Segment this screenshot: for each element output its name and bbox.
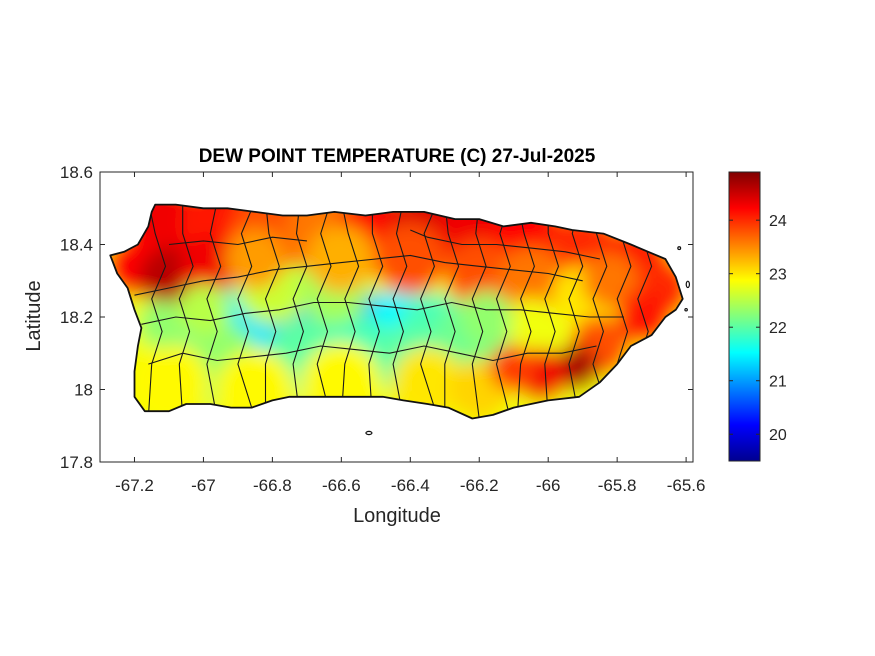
field-cell bbox=[177, 283, 230, 336]
colorbar: 20 21 22 23 24 bbox=[728, 171, 787, 462]
y-axis: 17.8 18 18.2 18.4 18.6 bbox=[60, 163, 693, 472]
y-tick-label: 18.4 bbox=[60, 236, 93, 255]
field-cell bbox=[307, 225, 376, 293]
municipality-boundary bbox=[292, 204, 308, 419]
colorbar-tick-label: 20 bbox=[769, 427, 787, 444]
x-tick-label: -66.8 bbox=[253, 476, 292, 495]
municipality-boundary bbox=[134, 254, 583, 296]
municipality-boundary bbox=[392, 204, 408, 419]
x-tick-label: -67 bbox=[191, 476, 216, 495]
municipality-boundary bbox=[237, 204, 256, 419]
field-cell bbox=[391, 346, 464, 419]
municipality-boundary bbox=[264, 204, 280, 419]
offshore-islets bbox=[365, 246, 691, 436]
municipality-boundary bbox=[168, 236, 307, 246]
x-tick-label: -66.6 bbox=[322, 476, 361, 495]
y-axis-label: Latitude bbox=[23, 280, 45, 351]
colorbar-tick-label: 22 bbox=[769, 320, 787, 337]
municipality-boundary bbox=[471, 204, 487, 419]
y-tick-label: 18.6 bbox=[60, 163, 93, 182]
field-cell bbox=[460, 291, 513, 343]
islet bbox=[685, 280, 691, 289]
municipality-boundary bbox=[148, 345, 597, 365]
field-cell bbox=[497, 246, 565, 315]
municipality-boundary bbox=[544, 204, 560, 419]
field-cell bbox=[489, 343, 538, 392]
islet bbox=[365, 430, 373, 436]
x-axis: -67.2 -67 -66.8 -66.6 -66.4 -66.2 -66 -65.8 -65.… bbox=[115, 172, 705, 495]
municipality-boundary bbox=[444, 204, 460, 419]
colorbar-tick-label: 24 bbox=[769, 213, 787, 230]
x-tick-label: -65.6 bbox=[667, 476, 706, 495]
field-cell bbox=[374, 223, 447, 295]
island-coastline bbox=[109, 203, 684, 420]
islet bbox=[677, 246, 682, 251]
x-tick-label: -67.2 bbox=[115, 476, 154, 495]
municipality-boundary bbox=[141, 301, 624, 325]
municipality-boundary bbox=[516, 204, 535, 419]
field-cell bbox=[582, 252, 639, 309]
dew-point-field bbox=[110, 204, 683, 419]
municipality-boundary bbox=[147, 204, 167, 419]
municipality-boundaries bbox=[134, 204, 653, 419]
municipality-boundary bbox=[368, 204, 384, 419]
colorbar-tick-label: 23 bbox=[769, 267, 787, 284]
y-tick-label: 18 bbox=[74, 381, 93, 400]
municipality-boundary bbox=[340, 204, 360, 419]
municipality-boundary bbox=[568, 204, 584, 419]
x-tick-label: -66.2 bbox=[460, 476, 499, 495]
chart-title: DEW POINT TEMPERATURE (C) 27-Jul-2025 bbox=[199, 146, 596, 167]
x-tick-label: -66 bbox=[536, 476, 561, 495]
colorbar-gradient bbox=[728, 171, 761, 462]
municipality-boundary bbox=[410, 229, 601, 260]
municipality-boundary bbox=[206, 204, 222, 419]
colorbar-tick-label: 21 bbox=[769, 374, 787, 391]
y-tick-label: 17.8 bbox=[60, 453, 93, 472]
y-tick-label: 18.2 bbox=[60, 308, 93, 327]
x-tick-label: -65.8 bbox=[598, 476, 637, 495]
field-cell bbox=[138, 300, 187, 349]
x-tick-label: -66.4 bbox=[391, 476, 430, 495]
municipality-boundary bbox=[178, 204, 194, 419]
field-cell bbox=[180, 236, 241, 297]
field-cell bbox=[505, 298, 557, 351]
municipality-boundary bbox=[420, 204, 439, 419]
x-axis-label: Longitude bbox=[353, 505, 441, 527]
field-cell bbox=[445, 239, 514, 308]
islet bbox=[684, 307, 688, 312]
municipality-boundary bbox=[316, 204, 332, 419]
municipality-boundary bbox=[495, 204, 511, 419]
